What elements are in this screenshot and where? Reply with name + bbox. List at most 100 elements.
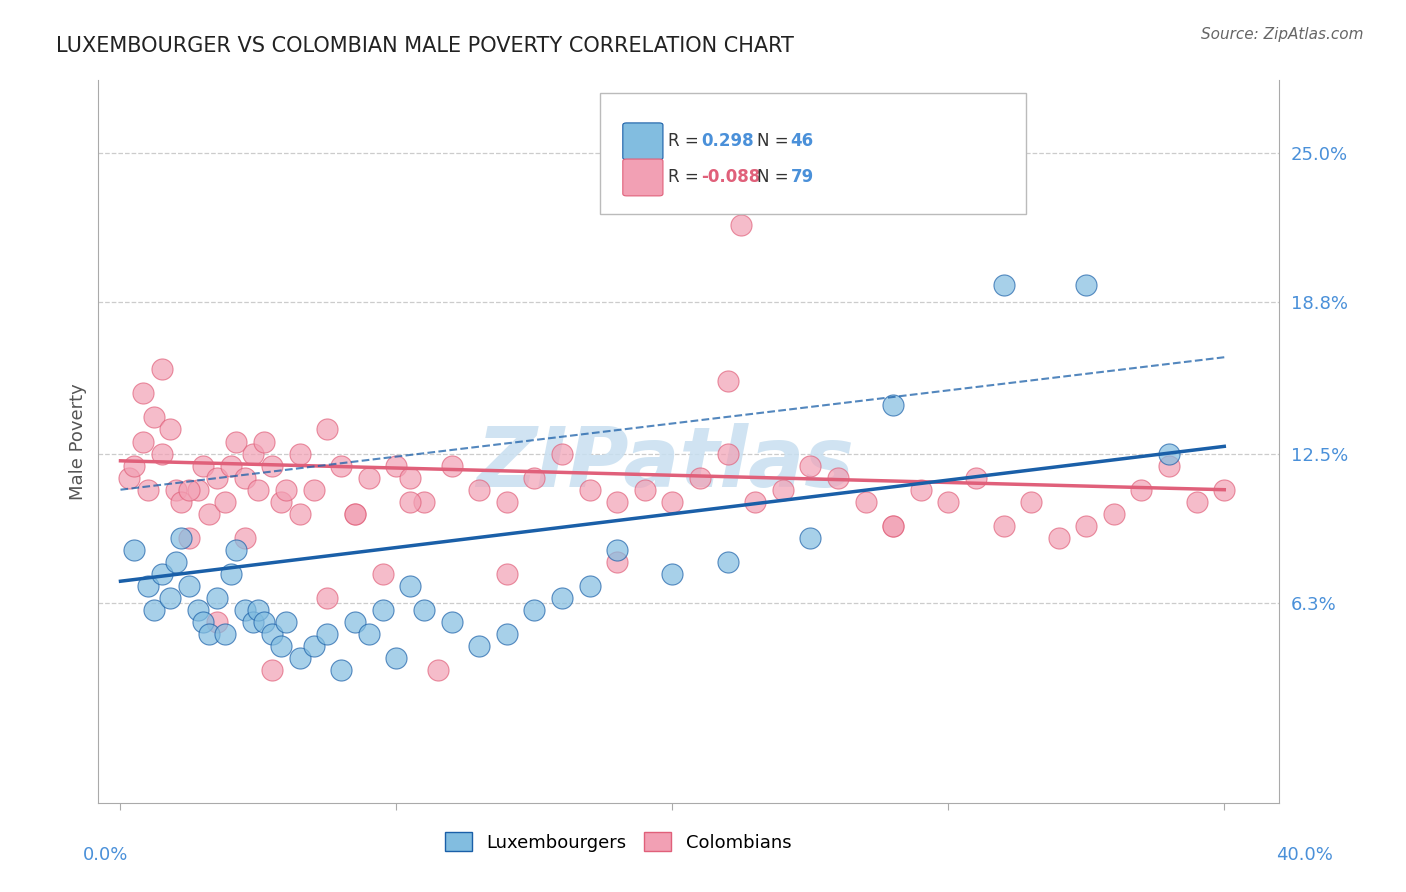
Luxembourgers xyxy=(205,591,228,606)
Colombians xyxy=(124,458,146,473)
Colombians xyxy=(910,483,932,497)
Luxembourgers xyxy=(274,615,297,630)
Colombians xyxy=(468,483,491,497)
Colombians xyxy=(606,494,628,508)
Colombians xyxy=(799,458,821,473)
Luxembourgers xyxy=(136,579,159,593)
Colombians xyxy=(242,446,264,460)
Colombians xyxy=(385,458,408,473)
Luxembourgers xyxy=(661,567,683,582)
Colombians xyxy=(131,386,153,401)
Colombians xyxy=(523,471,546,485)
Luxembourgers xyxy=(1076,277,1098,292)
Colombians xyxy=(131,434,153,449)
Luxembourgers xyxy=(302,639,325,653)
Colombians xyxy=(744,494,766,508)
Colombians xyxy=(205,615,228,630)
Colombians xyxy=(118,471,141,485)
Colombians xyxy=(551,446,574,460)
FancyBboxPatch shape xyxy=(623,159,664,196)
Colombians xyxy=(316,423,339,437)
Luxembourgers xyxy=(253,615,276,630)
Text: 46: 46 xyxy=(790,132,814,150)
Luxembourgers xyxy=(330,664,353,678)
Colombians xyxy=(357,471,380,485)
Colombians xyxy=(262,664,284,678)
Luxembourgers xyxy=(214,627,236,641)
Y-axis label: Male Poverty: Male Poverty xyxy=(69,384,87,500)
Colombians xyxy=(233,471,256,485)
Luxembourgers xyxy=(523,603,546,617)
Text: R =: R = xyxy=(668,132,703,150)
Colombians xyxy=(274,483,297,497)
Colombians xyxy=(495,494,517,508)
Colombians xyxy=(165,483,187,497)
Luxembourgers xyxy=(165,555,187,569)
Colombians xyxy=(262,458,284,473)
Text: ZIPatlas: ZIPatlas xyxy=(477,423,855,504)
Colombians xyxy=(159,423,181,437)
Luxembourgers xyxy=(344,615,367,630)
Legend: Luxembourgers, Colombians: Luxembourgers, Colombians xyxy=(437,825,799,859)
Luxembourgers xyxy=(882,398,904,412)
Luxembourgers xyxy=(225,542,247,557)
Text: N =: N = xyxy=(758,168,794,186)
Colombians xyxy=(440,458,463,473)
Luxembourgers xyxy=(371,603,394,617)
Text: Source: ZipAtlas.com: Source: ZipAtlas.com xyxy=(1201,27,1364,42)
Luxembourgers xyxy=(316,627,339,641)
Colombians xyxy=(399,471,422,485)
Luxembourgers xyxy=(993,277,1015,292)
Luxembourgers xyxy=(288,651,311,665)
Luxembourgers xyxy=(551,591,574,606)
Colombians xyxy=(253,434,276,449)
Text: -0.088: -0.088 xyxy=(700,168,761,186)
Colombians xyxy=(214,494,236,508)
Colombians xyxy=(1130,483,1153,497)
Colombians xyxy=(136,483,159,497)
Text: N =: N = xyxy=(758,132,794,150)
Colombians xyxy=(689,471,711,485)
Colombians xyxy=(233,531,256,545)
Luxembourgers xyxy=(578,579,600,593)
Luxembourgers xyxy=(262,627,284,641)
Colombians xyxy=(1213,483,1236,497)
Luxembourgers xyxy=(159,591,181,606)
Colombians xyxy=(882,518,904,533)
Text: R =: R = xyxy=(668,168,703,186)
Luxembourgers xyxy=(150,567,173,582)
Colombians xyxy=(170,494,193,508)
FancyBboxPatch shape xyxy=(600,93,1025,214)
Colombians xyxy=(187,483,209,497)
Colombians xyxy=(606,555,628,569)
Colombians xyxy=(399,494,422,508)
Colombians xyxy=(1047,531,1070,545)
Colombians xyxy=(205,471,228,485)
Luxembourgers xyxy=(495,627,517,641)
Colombians xyxy=(965,471,987,485)
Colombians xyxy=(1102,507,1125,521)
Text: 0.0%: 0.0% xyxy=(83,846,128,863)
Colombians xyxy=(1185,494,1208,508)
Colombians xyxy=(730,218,752,232)
Colombians xyxy=(772,483,794,497)
Text: 79: 79 xyxy=(790,168,814,186)
Colombians xyxy=(288,507,311,521)
Luxembourgers xyxy=(413,603,436,617)
Colombians xyxy=(225,434,247,449)
Luxembourgers xyxy=(1157,446,1180,460)
Luxembourgers xyxy=(385,651,408,665)
Luxembourgers xyxy=(233,603,256,617)
Luxembourgers xyxy=(399,579,422,593)
Luxembourgers xyxy=(198,627,221,641)
Text: 40.0%: 40.0% xyxy=(1277,846,1333,863)
Colombians xyxy=(142,410,165,425)
Colombians xyxy=(288,446,311,460)
Colombians xyxy=(993,518,1015,533)
Luxembourgers xyxy=(440,615,463,630)
Colombians xyxy=(1076,518,1098,533)
Colombians xyxy=(193,458,215,473)
Colombians xyxy=(371,567,394,582)
Luxembourgers xyxy=(242,615,264,630)
Colombians xyxy=(936,494,959,508)
